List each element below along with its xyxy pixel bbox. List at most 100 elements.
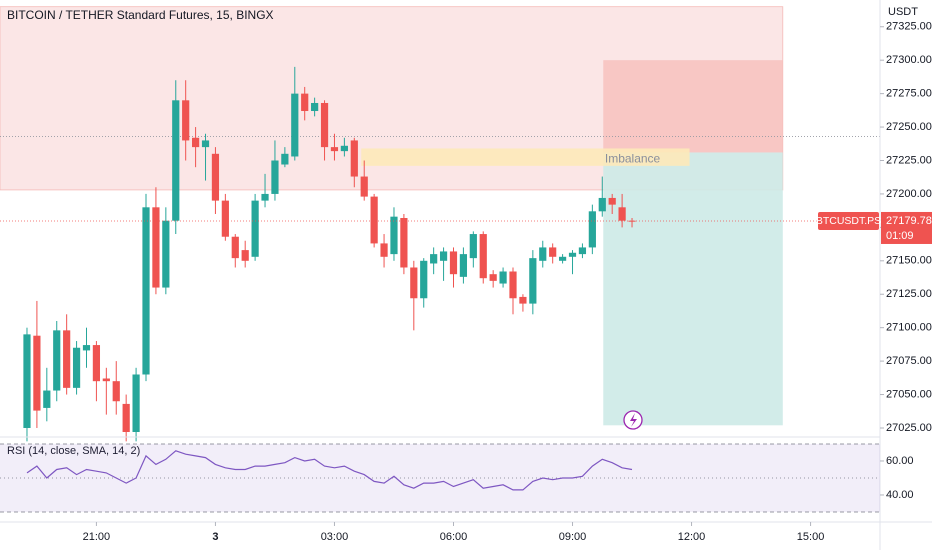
candle-body	[33, 335, 41, 411]
zone	[603, 152, 783, 426]
candle-body	[221, 200, 229, 237]
y-tick-label: 27225.00	[886, 154, 932, 166]
y-tick-label: 27250.00	[886, 121, 932, 133]
candle-body	[43, 390, 51, 408]
candle-body	[201, 140, 210, 148]
candle-body	[529, 258, 537, 304]
candle-body	[132, 374, 140, 432]
y-tick-label: 27125.00	[886, 288, 932, 300]
candle-body	[439, 251, 448, 261]
symbol-tag	[818, 211, 879, 230]
candle-body	[320, 102, 329, 148]
candle-body	[598, 197, 606, 212]
candle-body	[350, 140, 358, 177]
candle-body	[558, 256, 567, 261]
candle-body	[360, 176, 368, 197]
candle-body	[340, 145, 348, 152]
currency: USDT	[888, 6, 918, 18]
x-tick-label: 15:00	[797, 531, 825, 543]
price-tag-countdown: 01:09	[886, 230, 914, 242]
candle-body	[430, 254, 438, 264]
rsi-tick-label: 60.00	[886, 455, 914, 467]
candle-body	[469, 234, 477, 259]
candle-body	[380, 243, 388, 257]
zone	[361, 148, 690, 166]
candle-body	[400, 218, 408, 268]
candle-body	[142, 207, 150, 375]
candle-body	[449, 251, 458, 275]
candle-body	[330, 147, 339, 152]
candle-body	[588, 211, 596, 248]
candle-body	[23, 334, 31, 428]
candle-body	[311, 102, 319, 112]
candle-body	[618, 207, 626, 221]
zones: Imbalance	[0, 6, 880, 426]
y-tick-label: 27150.00	[886, 255, 932, 267]
rsi-tick-label: 40.00	[886, 489, 914, 501]
candle-body	[211, 153, 220, 201]
y-tick-label: 27300.00	[886, 54, 932, 66]
candle-body	[549, 247, 557, 257]
main-pane	[23, 66, 636, 442]
candle-body	[92, 345, 101, 382]
indicator-title: RSI (14, close, SMA, 14, 2)	[7, 445, 140, 457]
x-tick-label: 21:00	[83, 531, 111, 543]
rsi-line	[26, 450, 633, 491]
candle-body	[301, 93, 309, 112]
alert-icon[interactable]	[623, 410, 643, 430]
price-tag	[881, 211, 932, 244]
y-tick-label: 27050.00	[886, 388, 932, 400]
candle-body	[152, 207, 160, 288]
candle-body	[291, 93, 299, 157]
candle-body	[231, 236, 239, 259]
candle-body	[410, 267, 418, 299]
candle-body	[459, 254, 468, 277]
y-tick-label: 27100.00	[886, 322, 932, 334]
x-tick-label: 09:00	[559, 531, 587, 543]
candle-body	[191, 137, 200, 148]
zone	[603, 60, 783, 153]
y-tick-label: 27025.00	[886, 422, 932, 434]
candle-body	[172, 100, 180, 221]
candle-body	[608, 197, 616, 205]
candle-body	[281, 153, 289, 165]
x-tick-label: 03:00	[321, 531, 349, 543]
candle-body	[499, 271, 507, 284]
candle-body	[63, 330, 71, 388]
y-tick-label: 27275.00	[886, 88, 932, 100]
candle-body	[72, 347, 81, 388]
symbol-tag-text: BTCUSDT.PS	[816, 215, 881, 227]
candle-body	[112, 381, 120, 402]
candle-body	[241, 250, 249, 261]
chart-title: BITCOIN / TETHER Standard Futures, 15, B…	[7, 8, 274, 22]
candle-body	[122, 403, 130, 432]
x-tick-label: 06:00	[440, 531, 468, 543]
candle-body	[489, 274, 497, 281]
candle-body	[102, 378, 110, 382]
candle-body	[251, 200, 259, 257]
candle-body	[568, 252, 577, 257]
candle-body	[162, 220, 170, 288]
candle-body	[370, 196, 378, 244]
candle-body	[578, 247, 587, 255]
candle-body	[628, 220, 636, 222]
candle-body	[271, 160, 279, 194]
x-tick-label: 12:00	[678, 531, 706, 543]
candle-body	[182, 100, 190, 141]
candle-body	[261, 193, 269, 201]
candle-body	[420, 260, 428, 299]
candle-body	[479, 234, 487, 279]
candle-body	[53, 330, 61, 391]
candle-body	[390, 216, 398, 255]
x-tick-label: 3	[212, 531, 218, 543]
zone-label: Imbalance	[605, 151, 661, 165]
y-tick-label: 27200.00	[886, 188, 932, 200]
price-tag-value: 27179.78	[886, 215, 932, 227]
y-tick-label: 27325.00	[886, 21, 932, 33]
candle-body	[539, 247, 547, 261]
candle-body	[82, 345, 91, 351]
y-tick-label: 27075.00	[886, 355, 932, 367]
candle-body	[519, 296, 527, 304]
candle-body	[509, 271, 517, 299]
